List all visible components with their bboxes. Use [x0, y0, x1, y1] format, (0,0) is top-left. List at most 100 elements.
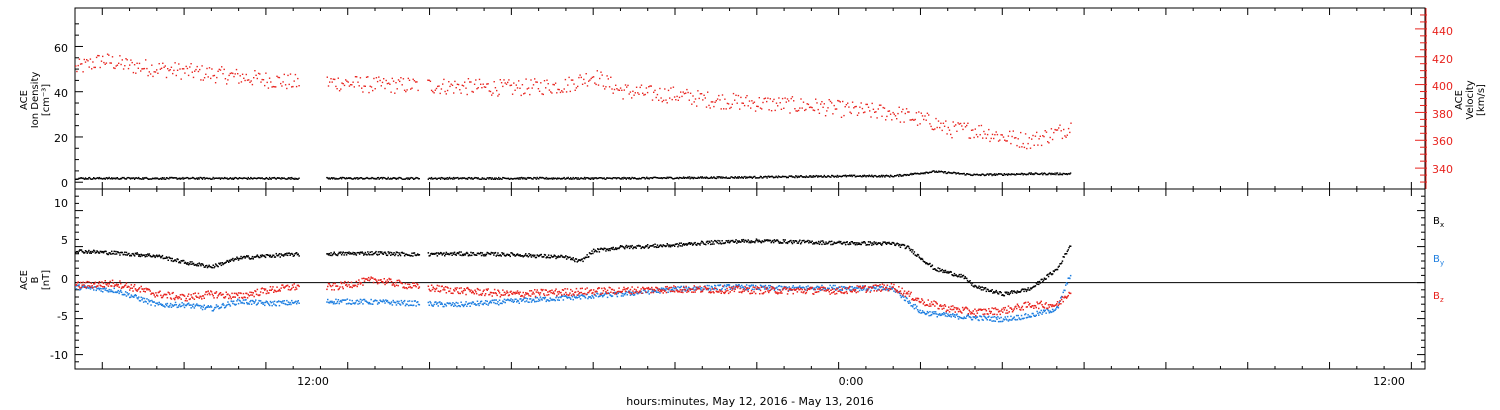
by-point — [124, 293, 126, 296]
velocity-point — [386, 82, 389, 85]
density-point — [355, 177, 357, 179]
density-point — [493, 177, 496, 179]
density-point — [666, 176, 668, 178]
velocity-point — [862, 111, 865, 114]
velocity-point — [953, 125, 956, 127]
density-point — [86, 178, 88, 180]
bz-point — [556, 291, 559, 293]
bx-point — [384, 251, 386, 253]
bz-point — [555, 288, 557, 290]
density-point — [708, 177, 710, 179]
by-point — [925, 313, 927, 316]
bz-point — [286, 284, 288, 287]
bx-point — [153, 255, 155, 257]
density-point — [545, 176, 547, 179]
by-point — [644, 290, 646, 292]
by-point — [711, 286, 713, 288]
bx-point — [235, 258, 237, 260]
by-point — [121, 293, 124, 296]
velocity-point — [930, 125, 932, 128]
velocity-point — [939, 126, 941, 129]
by-point — [484, 302, 486, 304]
density-point — [334, 178, 336, 180]
density-point — [507, 177, 510, 179]
density-point — [354, 177, 356, 179]
by-point — [574, 297, 577, 299]
density-point — [901, 174, 903, 177]
bz-point — [730, 286, 732, 289]
bz-point — [348, 284, 350, 286]
by-point — [646, 291, 648, 294]
top-panel-frame — [74, 7, 1426, 190]
bz-point — [481, 292, 484, 295]
velocity-point — [822, 106, 824, 108]
velocity-point — [608, 86, 611, 88]
bz-point — [257, 294, 259, 296]
velocity-point — [811, 106, 813, 109]
by-point — [594, 294, 596, 296]
density-point — [350, 177, 353, 180]
density-point — [852, 174, 854, 176]
by-point — [777, 288, 779, 291]
density-point — [606, 177, 608, 179]
density-point — [736, 176, 739, 178]
by-point — [736, 285, 738, 287]
bz-point — [650, 291, 652, 294]
bz-point — [552, 292, 554, 295]
bz-point — [535, 291, 538, 293]
velocity-point — [405, 90, 407, 93]
velocity-point — [457, 83, 460, 86]
bz-point — [203, 297, 205, 299]
bz-point — [687, 289, 689, 292]
by-point — [450, 304, 452, 307]
by-point — [105, 287, 107, 290]
velocity-point — [957, 122, 959, 124]
bz-point — [581, 287, 583, 290]
density-point — [1060, 173, 1063, 175]
density-point — [142, 177, 144, 179]
bz-point — [762, 292, 764, 295]
by-point — [196, 304, 199, 307]
velocity-point — [708, 104, 710, 107]
bx-point — [162, 257, 164, 260]
density-point — [361, 177, 363, 179]
bz-point — [331, 289, 333, 291]
velocity-point — [400, 77, 402, 79]
velocity-point — [763, 98, 765, 100]
density-point — [827, 175, 830, 177]
density-point — [558, 177, 560, 179]
bz-point — [1035, 306, 1037, 309]
by-point — [516, 299, 519, 302]
by-point — [273, 303, 275, 305]
bz-point — [1028, 304, 1030, 306]
density-point — [1032, 173, 1034, 175]
bz-point — [1025, 306, 1028, 308]
velocity-point — [278, 76, 281, 79]
velocity-point — [178, 63, 180, 65]
bx-point — [260, 255, 263, 258]
density-point — [106, 178, 109, 180]
bz-point — [93, 283, 96, 285]
bz-point — [216, 297, 218, 299]
bz-point — [189, 298, 191, 300]
velocity-point — [491, 94, 493, 96]
density-point — [164, 178, 166, 180]
density-point — [511, 178, 514, 180]
by-point — [290, 303, 292, 306]
density-point — [464, 177, 466, 180]
velocity-point — [902, 108, 904, 111]
velocity-point — [131, 61, 133, 64]
by-point — [345, 303, 348, 305]
bz-point — [291, 284, 294, 286]
by-point — [934, 312, 936, 315]
by-point — [565, 295, 567, 297]
velocity-point — [785, 101, 787, 103]
velocity-point — [591, 76, 594, 79]
bx-point — [297, 253, 299, 255]
velocity-point — [935, 117, 937, 120]
density-point — [369, 177, 371, 180]
bx-point — [349, 253, 351, 255]
density-point — [456, 177, 458, 179]
by-point — [507, 298, 509, 301]
by-point — [480, 300, 482, 303]
